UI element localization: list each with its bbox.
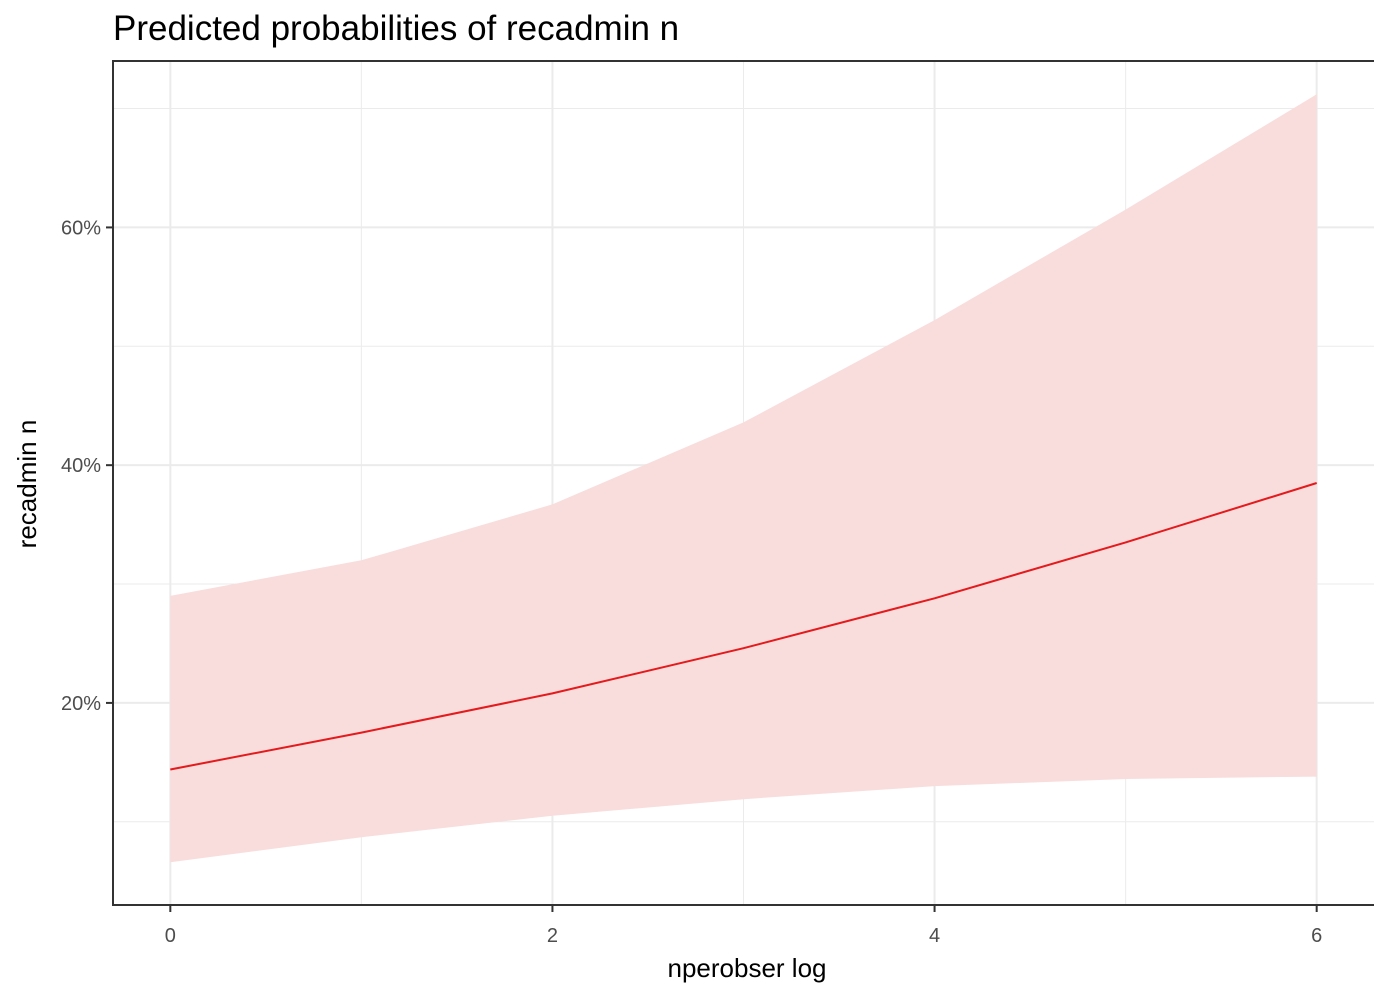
y-tick-label: 20%	[61, 693, 101, 715]
line-layer	[170, 482, 1317, 771]
x-tick-label: 4	[929, 925, 940, 947]
y-axis: 20% 40% 60%	[61, 217, 113, 715]
y-tick-label: 60%	[61, 217, 101, 239]
chart-title: Predicted probabilities of recadmin n	[113, 9, 679, 48]
y-tick-label: 40%	[61, 455, 101, 477]
x-tick-label: 0	[165, 925, 176, 947]
x-axis-title: nperobser log	[668, 953, 827, 983]
x-tick-label: 2	[547, 925, 558, 947]
plot-panel	[112, 60, 1374, 906]
panel-border	[112, 60, 1374, 906]
confidence-band-layer	[170, 94, 1317, 863]
x-axis: 0 2 4 6	[165, 905, 1322, 947]
x-tick-label: 6	[1311, 925, 1322, 947]
confidence-band	[170, 94, 1317, 863]
y-axis-title: recadmin n	[12, 420, 42, 549]
predicted-line	[170, 482, 1317, 771]
